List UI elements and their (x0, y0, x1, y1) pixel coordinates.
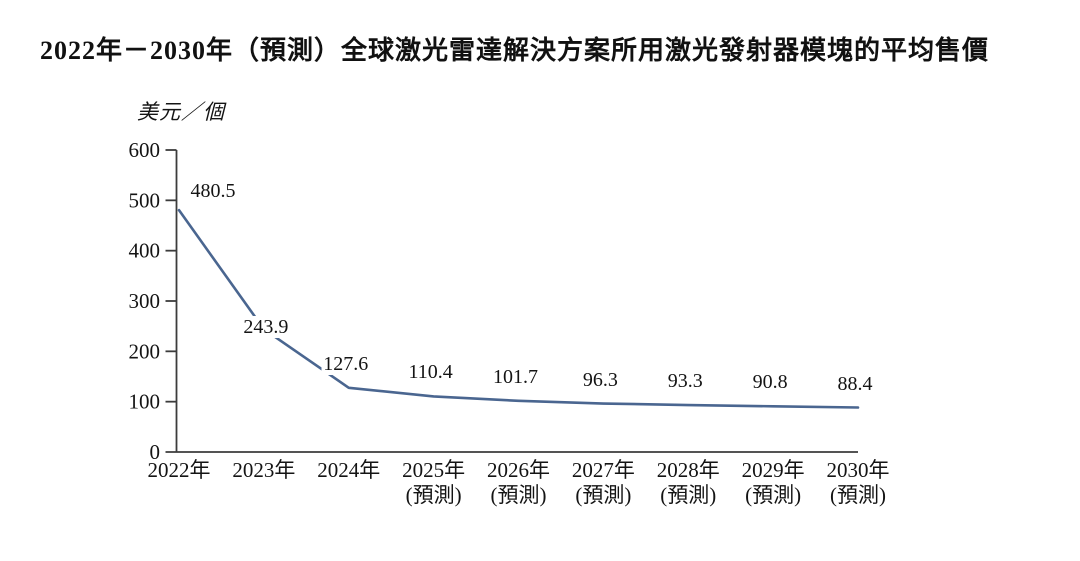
data-point-label: 127.6 (321, 352, 371, 375)
y-tick-label: 400 (129, 239, 161, 263)
data-point-label: 96.3 (580, 368, 620, 391)
y-tick-label: 300 (129, 289, 161, 313)
x-category-label: 2030年 (827, 458, 890, 482)
x-forecast-sublabel: (預測) (745, 483, 801, 507)
data-point-label: 88.4 (835, 372, 875, 395)
x-forecast-sublabel: (預測) (491, 483, 547, 507)
x-category-label: 2025年 (402, 458, 465, 482)
y-tick-label: 0 (150, 440, 161, 464)
x-forecast-sublabel: (預測) (830, 483, 886, 507)
x-category-label: 2023年 (232, 458, 295, 482)
data-point-label: 101.7 (491, 365, 540, 388)
data-point-label: 243.9 (241, 316, 291, 339)
data-point-label: 110.4 (406, 361, 455, 384)
x-category-label: 2027年 (572, 458, 635, 482)
x-forecast-sublabel: (預測) (660, 483, 716, 507)
data-point-label: 93.3 (665, 370, 705, 393)
x-category-label: 2028年 (657, 458, 720, 482)
y-axis-unit-label: 美元／個 (137, 100, 225, 124)
x-category-label: 2026年 (487, 458, 550, 482)
x-category-label: 2029年 (742, 458, 805, 482)
y-tick-label: 100 (129, 390, 161, 414)
x-forecast-sublabel: (預測) (406, 483, 462, 507)
chart-title: 2022年－2030年（預測）全球激光雷達解決方案所用激光發射器模塊的平均售價 (40, 36, 990, 65)
y-tick-label: 200 (129, 339, 161, 363)
x-category-label: 2022年 (148, 458, 211, 482)
x-forecast-sublabel: (預測) (575, 483, 631, 507)
y-tick-label: 600 (129, 138, 161, 162)
price-line-series (177, 208, 860, 409)
x-category-label: 2024年 (317, 458, 380, 482)
y-tick-label: 500 (129, 188, 161, 212)
data-point-label: 90.8 (750, 371, 790, 394)
data-point-label: 480.5 (188, 180, 238, 203)
